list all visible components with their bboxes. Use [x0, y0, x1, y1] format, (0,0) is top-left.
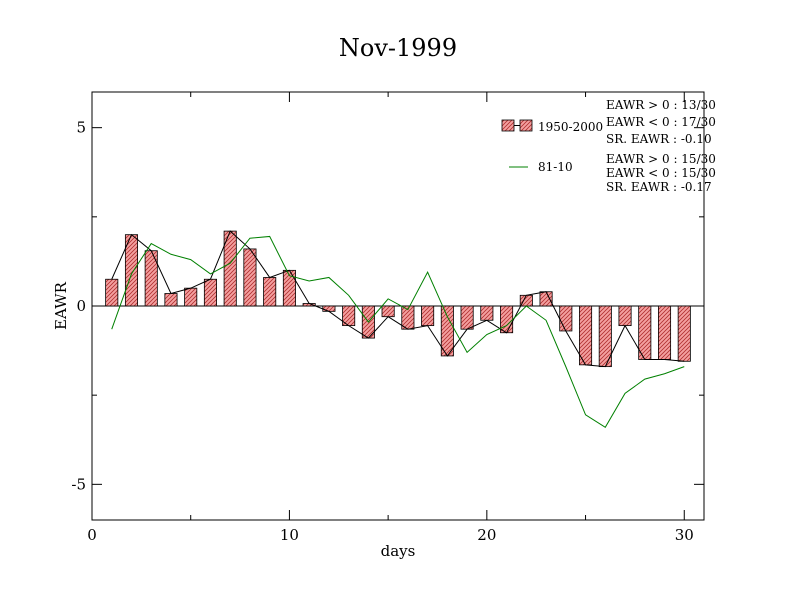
bar-day-23: [539, 291, 553, 307]
bar-day-20: [480, 305, 494, 321]
annotation-group2-line2: EAWR < 0 : 15/30: [606, 166, 716, 180]
legend: 1950-2000 81-10: [501, 119, 603, 174]
y-tick-label: 0: [76, 297, 86, 315]
bar-day-5: [184, 287, 198, 307]
x-tick-label: 30: [675, 526, 694, 544]
bar-day-24: [559, 305, 573, 332]
series-line-81-10: [111, 235, 685, 428]
bars-layer: [105, 230, 691, 368]
bar-day-21: [500, 305, 514, 334]
bar-day-27: [618, 305, 632, 327]
legend-swatch-1950-2000-left: [501, 119, 515, 132]
ticks-layer: 0 10 20 30 -5 0 5: [71, 92, 704, 544]
bar-day-19: [460, 305, 474, 330]
bar-day-30: [677, 305, 691, 362]
x-tick-label: 0: [87, 526, 97, 544]
annotation-group2-line3: SR. EAWR : -0.17: [606, 180, 712, 194]
series-line-1950-2000: [111, 230, 685, 368]
lines-layer: [111, 230, 685, 428]
legend-swatch-1950-2000-right: [519, 119, 533, 132]
bar-day-6: [203, 278, 217, 307]
y-tick-label: 5: [76, 119, 86, 137]
stats-annotations: EAWR > 0 : 13/30 EAWR < 0 : 17/30 SR. EA…: [606, 98, 716, 194]
bar-day-8: [243, 248, 257, 307]
legend-label-81-10: 81-10: [538, 160, 573, 174]
annotation-group2-line1: EAWR > 0 : 15/30: [606, 152, 716, 166]
bar-day-1: [105, 278, 119, 307]
bar-day-9: [263, 277, 277, 307]
y-axis-label: EAWR: [52, 281, 70, 330]
x-tick-label: 10: [280, 526, 299, 544]
chart-title: Nov-1999: [339, 34, 457, 62]
y-tick-label: -5: [71, 475, 86, 493]
annotation-group1-line2: EAWR < 0 : 17/30: [606, 115, 716, 129]
bar-day-29: [657, 305, 672, 360]
bar-day-12: [322, 305, 336, 312]
x-axis-label: days: [381, 542, 416, 560]
bar-day-25: [579, 305, 593, 366]
x-tick-label: 20: [477, 526, 496, 544]
annotation-group1-line1: EAWR > 0 : 13/30: [606, 98, 716, 112]
bar-day-15: [381, 305, 395, 318]
annotation-group1-line3: SR. EAWR : -0.10: [606, 132, 712, 146]
bar-day-4: [164, 293, 178, 307]
legend-label-1950-2000: 1950-2000: [538, 120, 603, 134]
bar-day-17: [421, 305, 435, 327]
